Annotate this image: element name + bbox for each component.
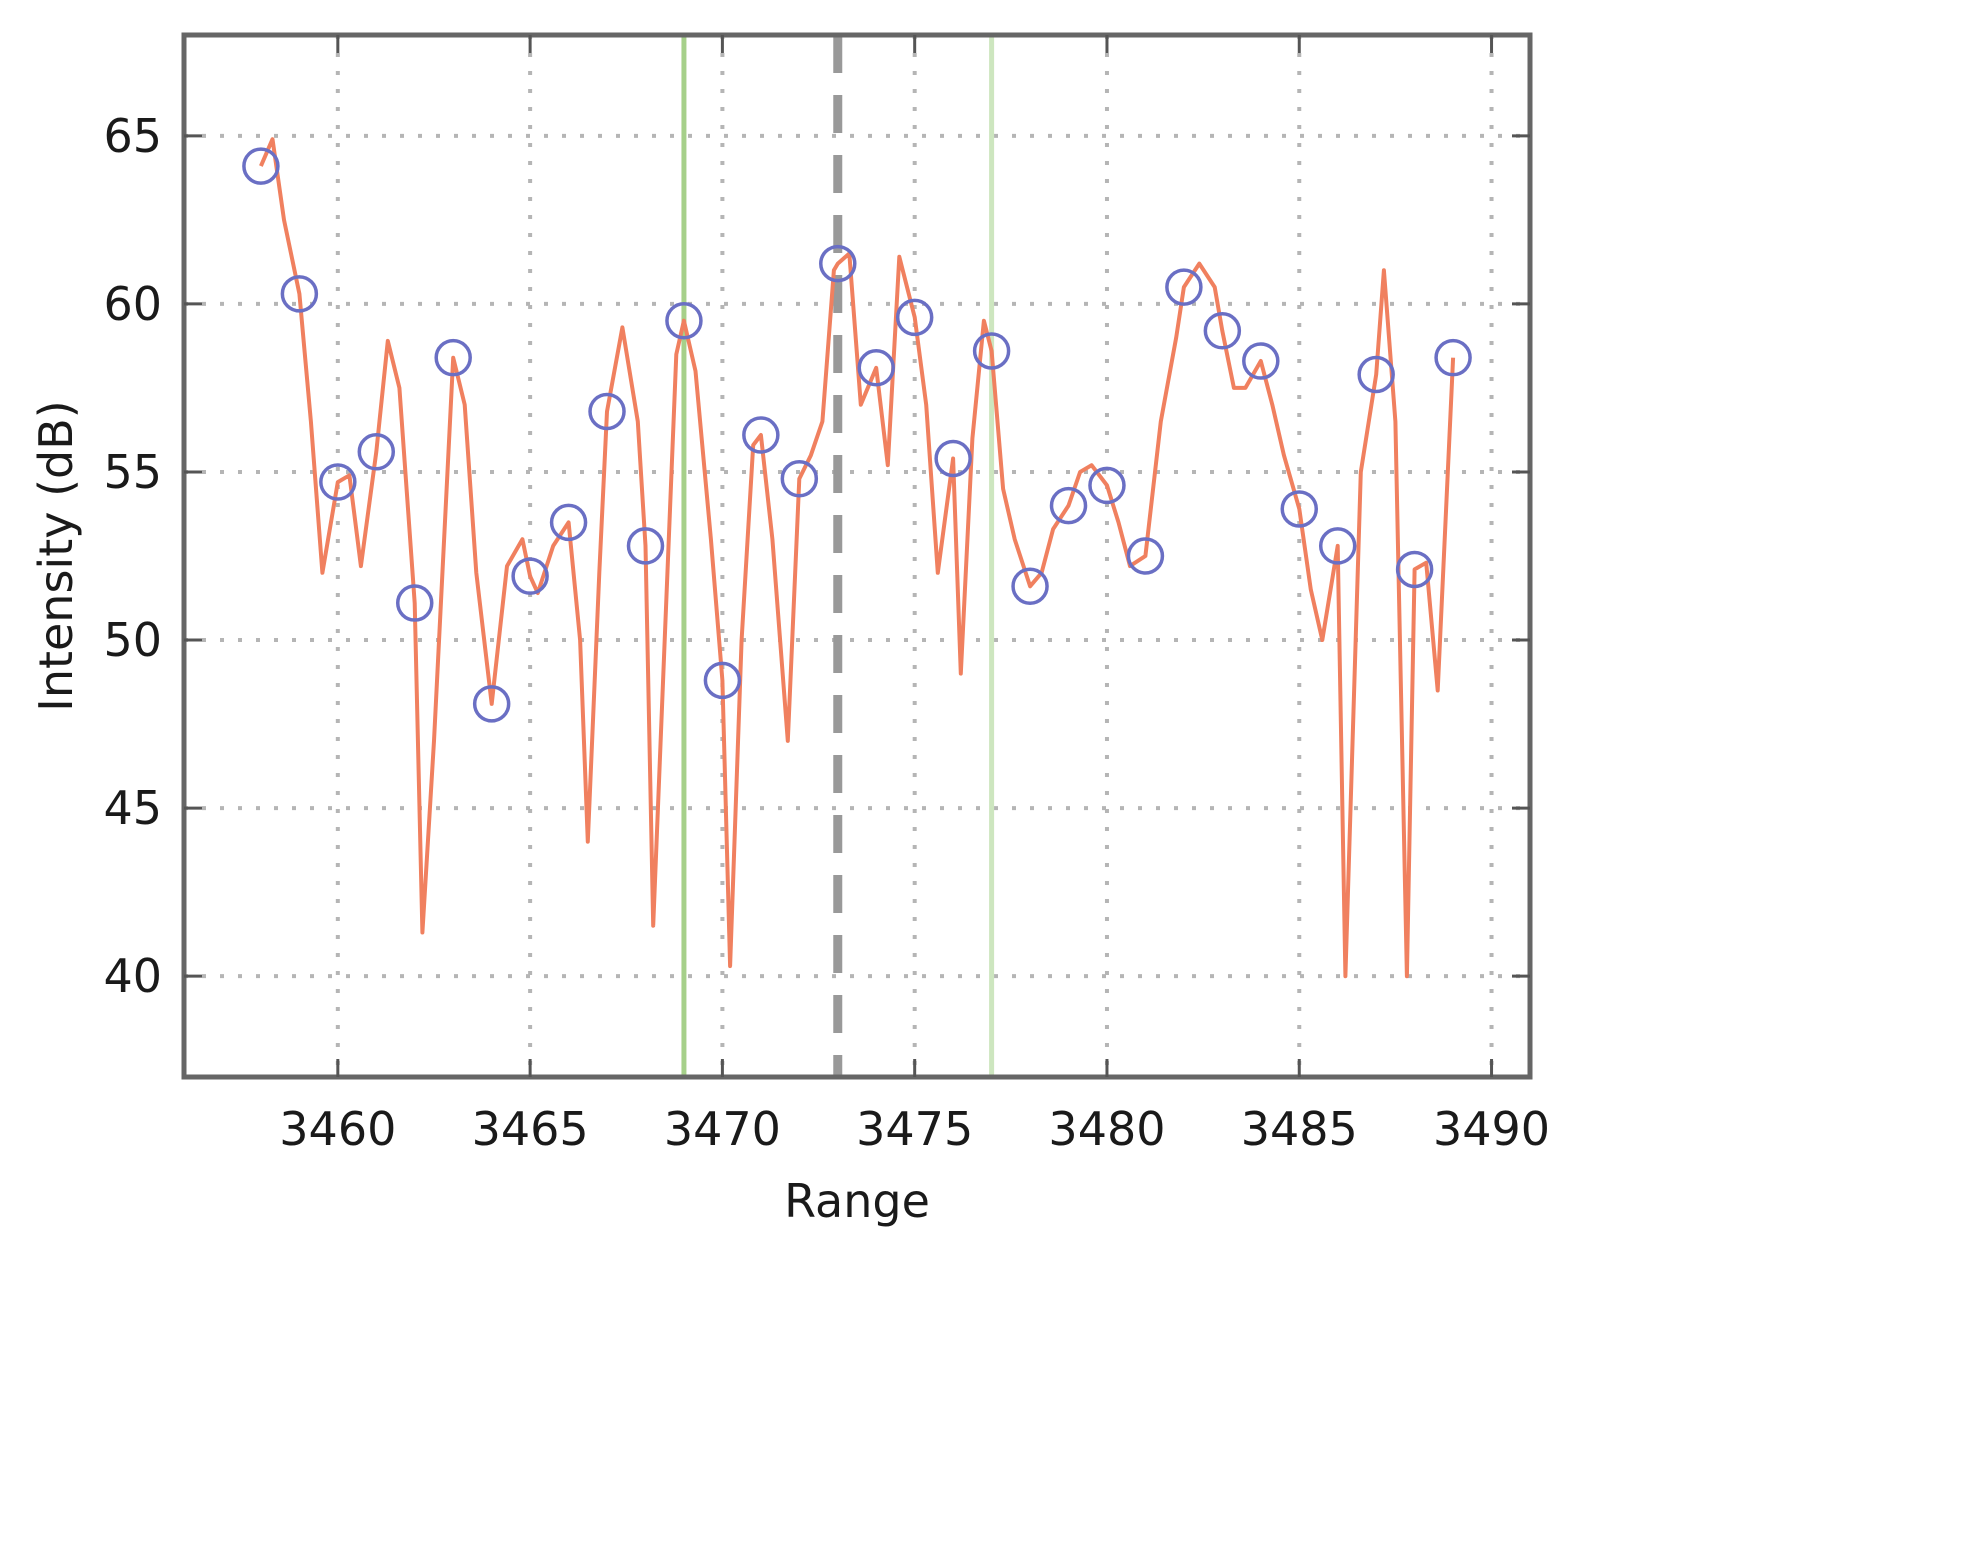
sample-point [1434, 338, 1472, 377]
intensity-polyline [259, 137, 1456, 979]
sample-point-markers [242, 147, 1472, 723]
sample-point [1318, 527, 1357, 565]
sample-point [1088, 466, 1126, 505]
x-tick-label: 3465 [472, 1102, 589, 1156]
y-tick-label: 45 [103, 781, 162, 835]
sample-point [819, 244, 857, 283]
y-axis-label: Intensity (dB) [29, 400, 83, 712]
sample-point [665, 301, 703, 340]
sample-point [780, 459, 819, 498]
x-tick-labels: 3460 3465 3470 3475 3480 3485 3490 [279, 1102, 1550, 1156]
sample-point [857, 349, 895, 387]
sample-point [319, 463, 357, 501]
sample-point [1126, 537, 1165, 575]
y-tick-label: 60 [103, 277, 162, 331]
x-tick-label: 3490 [1433, 1102, 1550, 1156]
sample-point [1242, 342, 1280, 380]
sample-point [1357, 355, 1395, 394]
y-tick-labels: 40 45 50 55 60 65 [103, 109, 162, 1003]
axis-ticks [184, 35, 1530, 1077]
sample-point [1049, 486, 1088, 525]
sample-point [895, 298, 934, 337]
sample-point [626, 527, 665, 565]
sample-point [742, 416, 780, 454]
x-tick-label: 3470 [664, 1102, 781, 1156]
sample-point [703, 661, 742, 700]
sample-point [511, 557, 549, 595]
vertical-marker-lines [681, 35, 995, 1077]
sample-point [972, 332, 1011, 370]
sample-point [434, 338, 472, 377]
sample-point [472, 685, 511, 723]
y-tick-label: 50 [103, 613, 162, 667]
y-tick-label: 55 [103, 445, 162, 499]
sample-point [588, 392, 626, 431]
sample-point [1165, 268, 1203, 306]
sample-point [1395, 550, 1434, 589]
x-tick-label: 3475 [856, 1102, 973, 1156]
sample-point [1280, 490, 1319, 528]
x-axis-label: Range [784, 1174, 930, 1228]
x-tick-label: 3485 [1241, 1102, 1358, 1156]
plot-frame [181, 32, 1533, 1080]
sample-point [1203, 312, 1242, 350]
grid-lines [184, 35, 1530, 1077]
intensity-line [259, 137, 1456, 979]
sample-point [549, 503, 588, 542]
sample-point [280, 275, 319, 313]
y-tick-label: 65 [103, 109, 162, 163]
sample-point [934, 439, 972, 478]
x-tick-label: 3480 [1048, 1102, 1165, 1156]
sample-point [242, 147, 280, 185]
sample-point [1011, 567, 1049, 606]
sample-point [395, 584, 434, 622]
y-tick-label: 40 [103, 949, 162, 1003]
sample-point [357, 433, 396, 471]
x-tick-label: 3460 [279, 1102, 396, 1156]
